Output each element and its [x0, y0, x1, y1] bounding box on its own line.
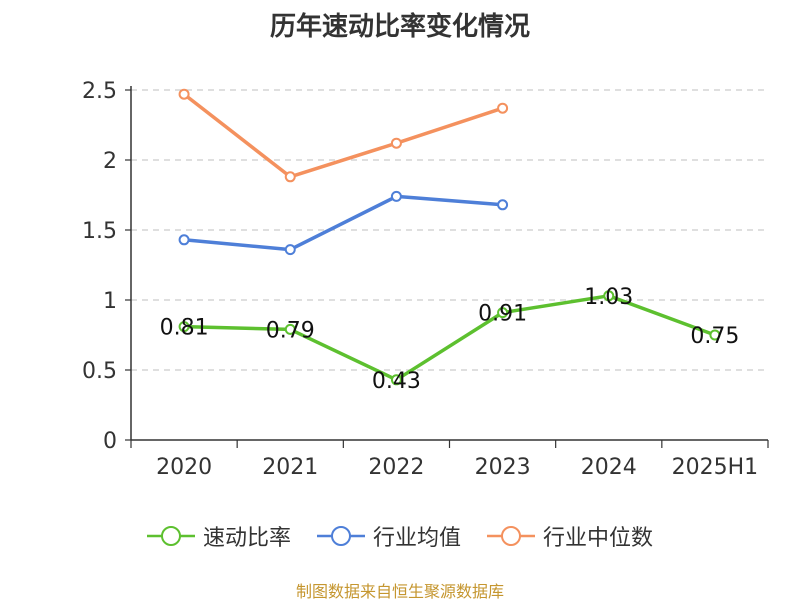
legend-circle	[501, 526, 521, 546]
chart-title: 历年速动比率变化情况	[269, 12, 530, 42]
data-point	[497, 199, 509, 211]
x-tick-label: 2022	[368, 455, 424, 480]
data-point	[497, 102, 509, 114]
data-label: 0.81	[160, 316, 209, 341]
data-point	[178, 234, 190, 246]
data-point	[178, 88, 190, 100]
series-line-0	[184, 294, 716, 382]
data-point	[284, 323, 296, 335]
data-label: 0.43	[372, 369, 421, 394]
x-tick-label: 2024	[581, 455, 637, 480]
data-point	[709, 329, 721, 341]
legend-label: 行业中位数	[543, 526, 654, 551]
legend-line-marker-icon	[146, 526, 195, 546]
data-label: 0.79	[266, 318, 315, 343]
data-labels: 0.81 0.79 0.43 0.91 1.03 0.75	[160, 285, 740, 394]
x-tick-label: 2021	[262, 455, 318, 480]
x-tick-label: 2023	[475, 455, 531, 480]
legend-line-marker-icon	[487, 526, 535, 546]
series-line-1	[183, 194, 503, 252]
y-tick-label: 1.5	[82, 219, 117, 244]
y-tick-label: 2	[103, 149, 117, 174]
y-tick-label: 0.5	[82, 359, 117, 384]
data-point	[284, 244, 296, 256]
grid-lines	[131, 89, 768, 371]
data-point	[390, 374, 402, 386]
data-point	[603, 290, 615, 302]
y-tick-label: 0	[103, 429, 117, 454]
data-label: 0.91	[478, 302, 527, 327]
data-point	[284, 171, 296, 183]
legend: 速动比率 行业均值 行业中位数	[0, 518, 800, 554]
data-label: 1.03	[584, 285, 633, 310]
axes: 0 0.5 1 1.5 2 2.5 2020 2021 2022 2023 2024 2025H1	[82, 79, 769, 480]
data-point	[390, 190, 402, 202]
legend-item[interactable]: 速动比率	[146, 520, 291, 552]
legend-circle	[330, 526, 351, 546]
legend-item[interactable]: 行业均值	[316, 520, 461, 552]
data-point	[178, 321, 190, 333]
x-tick-label: 2020	[156, 455, 212, 480]
y-tick-label: 2.5	[82, 79, 117, 104]
legend-label: 行业均值	[372, 526, 461, 551]
legend-circle	[160, 526, 181, 546]
data-point	[497, 307, 509, 319]
data-label: 0.75	[690, 324, 739, 349]
series-lines	[178, 88, 721, 386]
legend-label: 速动比率	[202, 526, 291, 551]
x-tick-label: 2025H1	[672, 455, 759, 480]
series-line-2	[183, 92, 504, 179]
legend-item[interactable]: 行业中位数	[487, 520, 653, 552]
data-point	[390, 137, 402, 149]
legend-line-marker-icon	[316, 526, 365, 546]
source-note: 制图数据来自恒生聚源数据库	[295, 582, 504, 601]
y-tick-label: 1	[103, 289, 117, 314]
